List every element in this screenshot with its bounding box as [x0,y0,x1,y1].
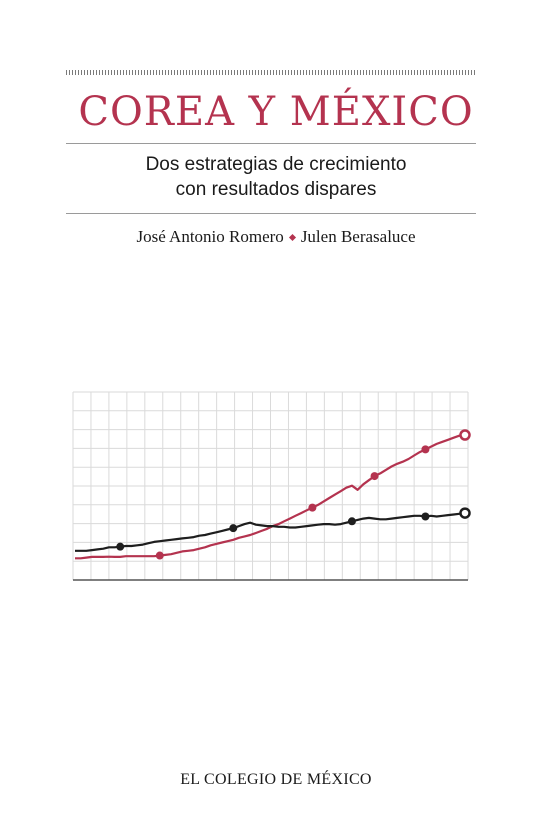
publisher-name: EL COLEGIO DE MÉXICO [180,771,372,788]
series-0-point-marker [308,503,317,512]
series-1-point-marker [116,542,125,551]
authors: José Antonio Romero Julen Berasaluce [0,226,552,248]
series-line-0 [75,433,466,560]
author-2: Julen Berasaluce [300,227,416,246]
chart-grid [72,391,469,581]
series-0-point-marker [421,445,430,454]
series-1-point-marker [459,507,471,519]
series-0-point-marker [155,551,164,560]
growth-chart [72,391,471,581]
author-1: José Antonio Romero [136,227,284,246]
series-1-point-marker [347,517,356,526]
title-divider [66,143,476,144]
diamond-separator-icon [288,233,296,241]
chart-markers [116,429,471,560]
top-dotted-rule [66,70,476,75]
series-1-point-marker [229,524,238,533]
book-title: COREA Y MÉXICO [78,89,474,135]
series-0-point-marker [370,472,379,481]
chart-series [75,433,466,560]
series-0-point-marker [459,429,471,441]
subtitle-line-2: con resultados dispares [175,179,377,200]
book-subtitle: Dos estrategias de crecimiento con resul… [0,152,552,202]
subtitle-line-1: Dos estrategias de crecimiento [145,154,407,175]
subtitle-divider [66,213,476,214]
series-1-point-marker [421,512,430,521]
series-line-1 [75,512,466,552]
